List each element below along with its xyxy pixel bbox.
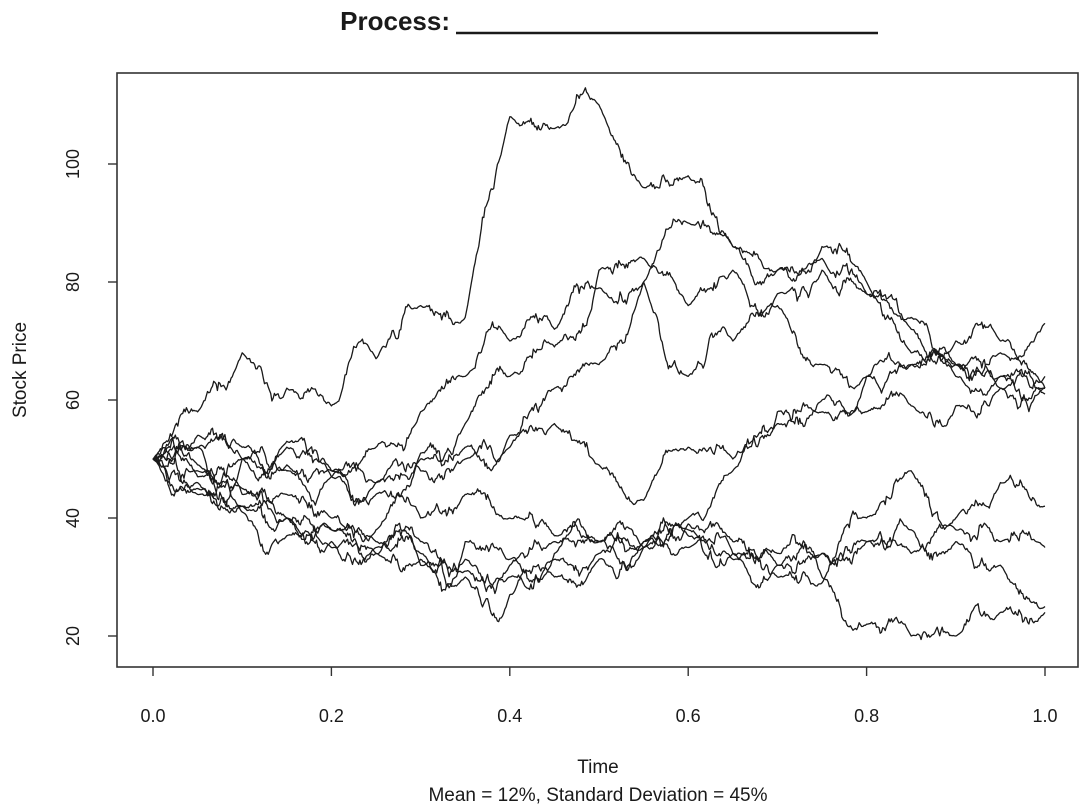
series-line-2 (152, 218, 1046, 508)
series-line-7 (152, 457, 1046, 593)
y-tick-label: 60 (63, 390, 83, 410)
series-line-3 (152, 256, 1046, 506)
series-line-8 (152, 458, 1046, 623)
y-tick-label: 40 (63, 508, 83, 528)
y-tick-label: 100 (63, 149, 83, 179)
y-tick-label: 80 (63, 272, 83, 292)
chart-caption: Mean = 12%, Standard Deviation = 45% (428, 785, 767, 806)
x-tick-label: 0.8 (854, 706, 879, 726)
x-axis: 0.0 0.2 0.4 0.6 0.8 1.0 (140, 667, 1058, 726)
y-axis: 20 40 60 80 100 (63, 149, 117, 646)
series-line-4 (152, 269, 1046, 484)
series-line-10 (152, 458, 1046, 572)
y-tick-label: 20 (63, 626, 83, 646)
y-axis-label: Stock Price (10, 322, 31, 418)
x-axis-label: Time (577, 757, 619, 778)
plot-area-frame (116, 72, 1079, 668)
x-tick-label: 1.0 (1032, 706, 1057, 726)
series-group (152, 87, 1046, 641)
x-tick-label: 0.0 (140, 706, 165, 726)
x-tick-label: 0.6 (676, 706, 701, 726)
x-tick-label: 0.4 (497, 706, 522, 726)
series-line-5 (152, 347, 1046, 507)
x-tick-label: 0.2 (319, 706, 344, 726)
chart-title: Process: (340, 6, 450, 36)
series-line-1 (152, 87, 1046, 460)
